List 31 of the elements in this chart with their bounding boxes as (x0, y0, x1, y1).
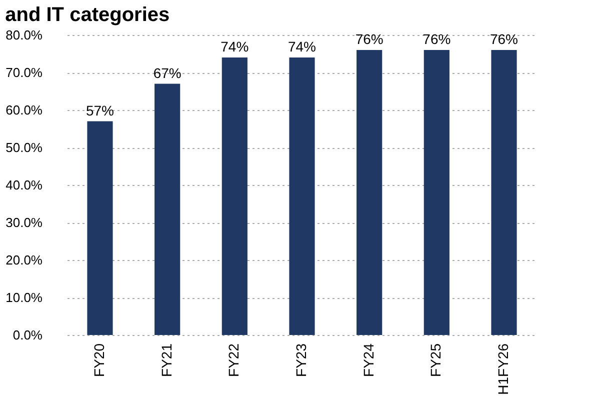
x-tick-label: H1FY26 (495, 343, 512, 395)
y-tick-label: 20.0% (6, 252, 43, 268)
x-tick-label: FY21 (158, 343, 174, 377)
y-tick-label: 40.0% (6, 178, 43, 192)
y-tick-label: 50.0% (6, 140, 43, 155)
y-tick-label: 60.0% (6, 102, 43, 118)
bar (289, 58, 315, 335)
bar (154, 84, 180, 335)
x-tick-label: FY24 (360, 343, 376, 377)
x-tick-label: FY22 (226, 343, 242, 377)
y-tick-label: 80.0% (6, 28, 43, 42)
chart-title: and IT categories (5, 4, 170, 26)
y-tick-label: 0.0% (12, 328, 43, 342)
data-label: 57% (86, 102, 114, 118)
y-tick-label: 30.0% (6, 215, 43, 230)
data-label: 76% (422, 31, 451, 47)
y-tick-label: 10.0% (6, 290, 43, 305)
bar (356, 50, 382, 335)
x-tick-label: FY23 (293, 343, 309, 377)
bar (87, 121, 113, 335)
data-label: 76% (355, 31, 384, 47)
bar (424, 50, 450, 335)
y-tick-label: 70.0% (6, 65, 43, 80)
x-tick-label: FY25 (428, 343, 444, 377)
bar (491, 50, 517, 335)
data-label: 76% (490, 31, 518, 47)
data-label: 67% (153, 64, 182, 81)
data-label: 74% (288, 38, 316, 54)
bar (222, 58, 248, 335)
data-label: 74% (220, 38, 249, 54)
x-tick-label: FY20 (90, 343, 107, 377)
